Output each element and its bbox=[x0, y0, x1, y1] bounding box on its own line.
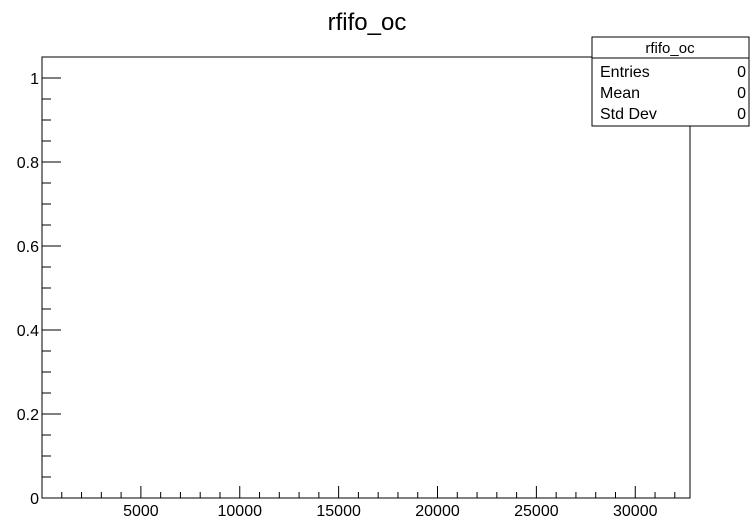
y-tick-label: 0.2 bbox=[17, 407, 39, 424]
x-tick-label: 20000 bbox=[415, 503, 460, 520]
stats-box-frame bbox=[591, 36, 750, 127]
stats-entries-value: 0 bbox=[737, 64, 746, 81]
chart-title: rfifo_oc bbox=[328, 9, 407, 36]
x-axis: 5000 10000 15000 20000 25000 30000 bbox=[61, 486, 676, 520]
x-tick-label: 30000 bbox=[613, 503, 658, 520]
stats-box-title: rfifo_oc bbox=[645, 40, 695, 57]
stats-mean-value: 0 bbox=[737, 85, 746, 102]
x-tick-label: 10000 bbox=[218, 503, 263, 520]
y-tick-label: 0.4 bbox=[17, 323, 39, 340]
y-axis: 0 0.2 0.4 0.6 0.8 1 bbox=[17, 71, 61, 508]
y-tick-label: 0 bbox=[30, 491, 39, 508]
stats-box: rfifo_oc Entries 0 Mean 0 Std Dev 0 bbox=[591, 36, 750, 127]
stats-mean-label: Mean bbox=[600, 85, 640, 102]
stats-entries-label: Entries bbox=[600, 64, 650, 81]
x-tick-label: 25000 bbox=[514, 503, 559, 520]
y-tick-label: 0.6 bbox=[17, 239, 39, 256]
stats-stddev-value: 0 bbox=[737, 106, 746, 123]
y-tick-label: 1 bbox=[30, 71, 39, 88]
plot-frame bbox=[41, 56, 691, 499]
x-tick-label: 5000 bbox=[123, 503, 159, 520]
stats-stddev-label: Std Dev bbox=[600, 106, 657, 123]
y-tick-label: 0.8 bbox=[17, 155, 39, 172]
x-tick-label: 15000 bbox=[316, 503, 361, 520]
